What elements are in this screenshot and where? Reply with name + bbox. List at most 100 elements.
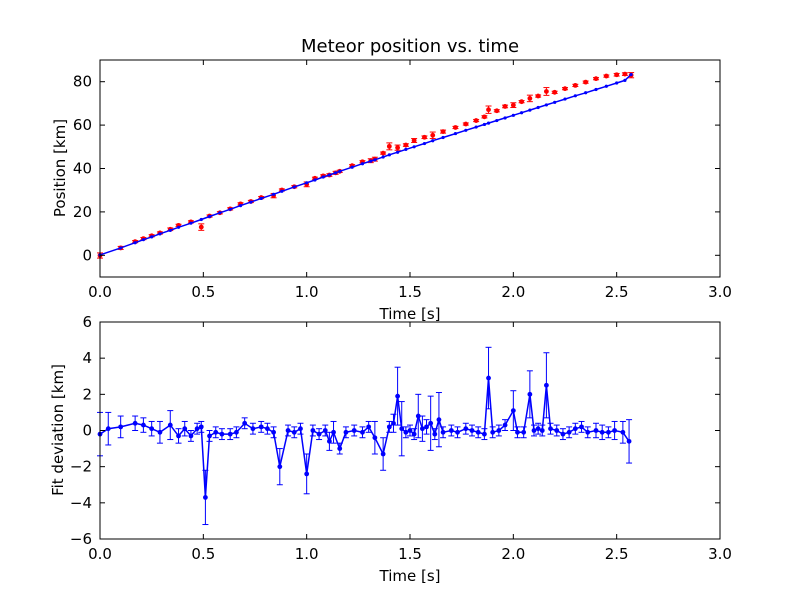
position-data-point [321, 175, 325, 179]
deviation-data-point [428, 420, 434, 426]
deviation-data-point [535, 426, 541, 432]
position-data-point [453, 131, 458, 136]
position-data-point [228, 207, 232, 211]
deviation-data-point [234, 429, 239, 435]
position-data-point [494, 108, 500, 114]
position-data-point [431, 139, 435, 143]
position-data-point [464, 128, 468, 132]
deviation-data-point [304, 471, 310, 477]
deviation-data-point [554, 428, 560, 433]
position-data-point [629, 72, 633, 77]
deviation-data-point [188, 433, 194, 439]
position-data-point [453, 125, 458, 130]
position-data-point [305, 181, 309, 185]
deviation-data-point [310, 428, 316, 433]
position-data-point [562, 86, 568, 92]
deviation-data-point [544, 382, 549, 388]
position-data-point [272, 192, 276, 196]
position-data-point [593, 76, 599, 82]
deviation-data-point [599, 429, 605, 435]
position-data-point [584, 91, 588, 95]
position-data-point [552, 89, 558, 95]
deviation-data-point [157, 429, 163, 435]
position-data-point [510, 102, 516, 108]
deviation-ytick-label: −6 [70, 530, 92, 548]
position-data-point [519, 99, 524, 105]
deviation-data-point [327, 438, 332, 444]
position-data-point [280, 189, 284, 193]
deviation-data-point [548, 426, 553, 432]
position-data-point [583, 79, 589, 85]
deviation-chart-xlabel: Time [s] [379, 567, 441, 585]
position-data-point [603, 73, 609, 79]
deviation-xtick-label: 0.0 [88, 545, 112, 563]
position-data-point [544, 103, 549, 107]
deviation-data-point [424, 424, 429, 430]
position-chart-ticks: 0.0 0.5 1.0 1.5 2.0 2.5 3.0 0 20 40 60 80 [73, 60, 732, 301]
deviation-data-point [403, 429, 409, 435]
deviation-data-point [572, 426, 578, 432]
deviation-data-point [475, 429, 481, 435]
position-data-point [338, 169, 342, 173]
deviation-chart-ylabel: Fit deviation [km] [49, 364, 67, 496]
position-data-point [198, 224, 204, 230]
position-data-point [189, 221, 193, 225]
deviation-data-point [440, 429, 446, 435]
deviation-xtick-label: 2.0 [501, 545, 525, 563]
position-data-point [249, 200, 253, 204]
deviation-data-point [593, 428, 599, 433]
deviation-data-point [560, 431, 566, 437]
position-data-point [218, 211, 222, 215]
position-xtick-label: 3.0 [708, 283, 732, 301]
deviation-data-point [242, 420, 248, 426]
deviation-data-point [606, 429, 611, 435]
position-data-point [502, 104, 508, 109]
deviation-data-point [343, 429, 349, 435]
position-series-line [99, 73, 632, 256]
deviation-data-point [213, 429, 219, 435]
deviation-data-point [531, 428, 537, 433]
deviation-data-point [265, 426, 270, 432]
deviation-data-point [486, 375, 491, 381]
deviation-data-point [626, 438, 632, 444]
position-data-point [573, 94, 577, 98]
position-chart-ylabel: Position [km] [51, 119, 69, 217]
position-xtick-label: 1.5 [398, 283, 422, 301]
position-ytick-label: 0 [82, 246, 92, 264]
position-data-point [520, 111, 524, 115]
deviation-data-point [448, 428, 454, 433]
deviation-ytick-label: 2 [82, 385, 92, 403]
deviation-xtick-label: 2.5 [605, 545, 629, 563]
deviation-data-point [515, 429, 520, 435]
deviation-data-point [149, 426, 155, 432]
deviation-data-point [167, 422, 173, 428]
deviation-data-point [105, 426, 111, 432]
position-data-point [411, 138, 417, 143]
deviation-chart-ticks: 0.0 0.5 1.0 1.5 2.0 2.5 3.0 −6 −4 −2 0 2 4 6 [70, 313, 732, 563]
position-chart-title: Meteor position vs. time [301, 36, 519, 57]
deviation-data-point [203, 495, 208, 500]
position-data-point [176, 225, 181, 229]
position-data-point [503, 116, 507, 120]
deviation-data-point [482, 431, 487, 437]
deviation-data-point [182, 426, 188, 432]
deviation-data-point [455, 429, 460, 435]
deviation-data-point [436, 417, 442, 423]
position-xtick-label: 1.0 [295, 283, 319, 301]
position-data-point [544, 89, 549, 94]
position-ytick-label: 20 [73, 203, 92, 221]
position-data-point [440, 129, 446, 135]
deviation-data-point [380, 451, 386, 457]
position-data-point [441, 135, 445, 140]
deviation-data-point [411, 431, 417, 437]
deviation-data-point [415, 413, 421, 419]
position-chart: Meteor position vs. time 0.0 0.5 1.0 1.5 2.0… [51, 36, 732, 323]
position-data-point [292, 185, 296, 189]
position-xtick-label: 2.5 [605, 283, 629, 301]
deviation-data-point [250, 426, 256, 432]
deviation-data-point [298, 426, 303, 432]
deviation-data-point [258, 424, 264, 430]
deviation-data-point [612, 428, 617, 433]
deviation-ytick-label: 0 [82, 422, 92, 440]
deviation-xtick-label: 1.5 [398, 545, 422, 563]
